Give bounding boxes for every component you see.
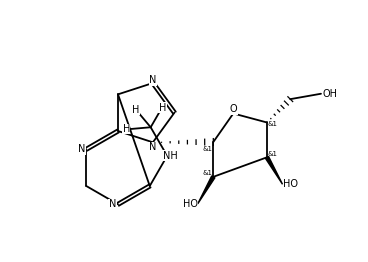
Text: N: N: [109, 199, 116, 209]
Text: H: H: [132, 105, 139, 115]
Text: NH: NH: [163, 151, 177, 161]
Text: H: H: [123, 124, 130, 134]
Text: HO: HO: [183, 199, 198, 209]
Text: HO: HO: [283, 179, 298, 189]
Text: &1: &1: [202, 170, 212, 176]
Text: N: N: [149, 75, 156, 85]
Text: H: H: [159, 103, 166, 113]
Text: N: N: [149, 142, 156, 152]
Text: OH: OH: [323, 89, 337, 99]
Text: &1: &1: [203, 146, 213, 152]
Polygon shape: [265, 156, 283, 184]
Polygon shape: [198, 176, 215, 204]
Text: &1: &1: [268, 151, 278, 157]
Text: &1: &1: [268, 121, 278, 127]
Text: O: O: [230, 104, 237, 114]
Text: N: N: [78, 144, 85, 154]
